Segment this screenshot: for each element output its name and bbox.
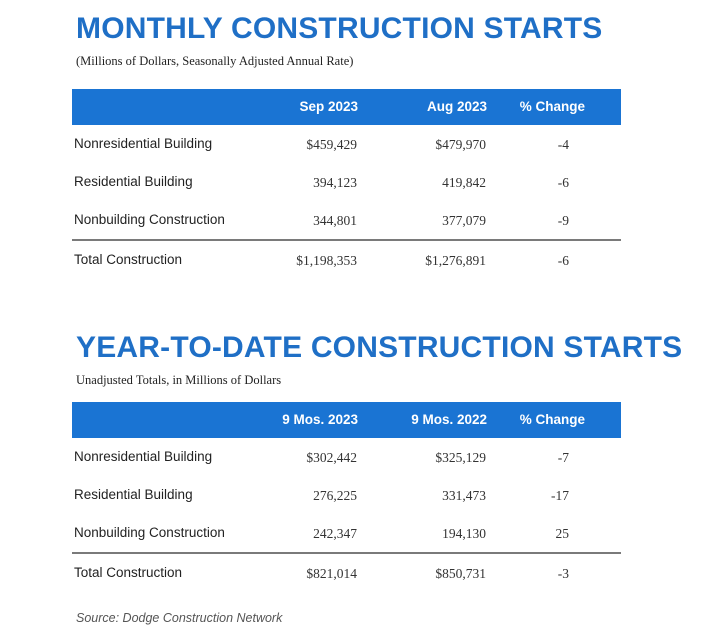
monthly-subtitle: (Millions of Dollars, Seasonally Adjuste… (76, 54, 354, 68)
cell-value: $459,429 (306, 137, 357, 152)
total-row: Total Construction $821,014 $850,731 -3 (72, 554, 621, 592)
cell-value: 419,842 (442, 175, 486, 190)
cell-value: 377,079 (442, 213, 486, 228)
cell-value: $325,129 (435, 450, 486, 465)
column-header: % Change (519, 412, 585, 427)
total-divider (72, 239, 621, 241)
row-label: Total Construction (74, 252, 183, 267)
column-header: Sep 2023 (299, 99, 358, 114)
table-header: 9 Mos. 2023 9 Mos. 2022 % Change (72, 402, 621, 438)
ytd-table: 9 Mos. 2023 9 Mos. 2022 % Change Nonresi… (72, 402, 621, 592)
cell-value: -6 (557, 175, 569, 190)
cell-value: 331,473 (442, 488, 486, 503)
cell-value: -6 (557, 253, 569, 268)
cell-value: 344,801 (313, 213, 357, 228)
row-label: Residential Building (74, 174, 193, 189)
row-label: Nonbuilding Construction (74, 525, 225, 540)
cell-value: $850,731 (435, 566, 486, 581)
table-row: Nonresidential Building $459,429 $479,97… (72, 125, 621, 163)
table-row: Residential Building 394,123 419,842 -6 (72, 163, 621, 201)
table-row: Nonbuilding Construction 344,801 377,079… (72, 201, 621, 239)
cell-value: $1,198,353 (296, 253, 357, 268)
cell-value: 194,130 (442, 526, 486, 541)
table-row: Nonresidential Building $302,442 $325,12… (72, 438, 621, 476)
cell-value: -9 (557, 213, 569, 228)
cell-value: 394,123 (313, 175, 357, 190)
monthly-table: Sep 2023 Aug 2023 % Change Nonresidentia… (72, 89, 621, 279)
cell-value: -3 (557, 566, 569, 581)
cell-value: 276,225 (313, 488, 357, 503)
cell-value: $821,014 (306, 566, 357, 581)
cell-value: $302,442 (306, 450, 357, 465)
cell-value: -4 (557, 137, 569, 152)
ytd-title: YEAR-TO-DATE CONSTRUCTION STARTS (76, 331, 683, 364)
row-label: Total Construction (74, 565, 183, 580)
cell-value: -7 (557, 450, 569, 465)
monthly-title: MONTHLY CONSTRUCTION STARTS (76, 12, 603, 45)
cell-value: $479,970 (435, 137, 486, 152)
column-header: % Change (519, 99, 585, 114)
cell-value: -17 (551, 488, 569, 503)
total-row: Total Construction $1,198,353 $1,276,891… (72, 241, 621, 279)
column-header: Aug 2023 (426, 99, 487, 114)
cell-value: 242,347 (313, 526, 357, 541)
table-header: Sep 2023 Aug 2023 % Change (72, 89, 621, 125)
row-label: Nonresidential Building (74, 449, 213, 464)
cell-value: 25 (555, 526, 570, 541)
column-header: 9 Mos. 2022 (411, 412, 487, 427)
row-label: Nonbuilding Construction (74, 212, 225, 227)
source-note: Source: Dodge Construction Network (76, 611, 283, 625)
cell-value: $1,276,891 (425, 253, 486, 268)
table-row: Residential Building 276,225 331,473 -17 (72, 476, 621, 514)
row-label: Residential Building (74, 487, 193, 502)
table-row: Nonbuilding Construction 242,347 194,130… (72, 514, 621, 552)
column-header: 9 Mos. 2023 (282, 412, 358, 427)
total-divider (72, 552, 621, 554)
row-label: Nonresidential Building (74, 136, 213, 151)
ytd-subtitle: Unadjusted Totals, in Millions of Dollar… (76, 373, 282, 387)
